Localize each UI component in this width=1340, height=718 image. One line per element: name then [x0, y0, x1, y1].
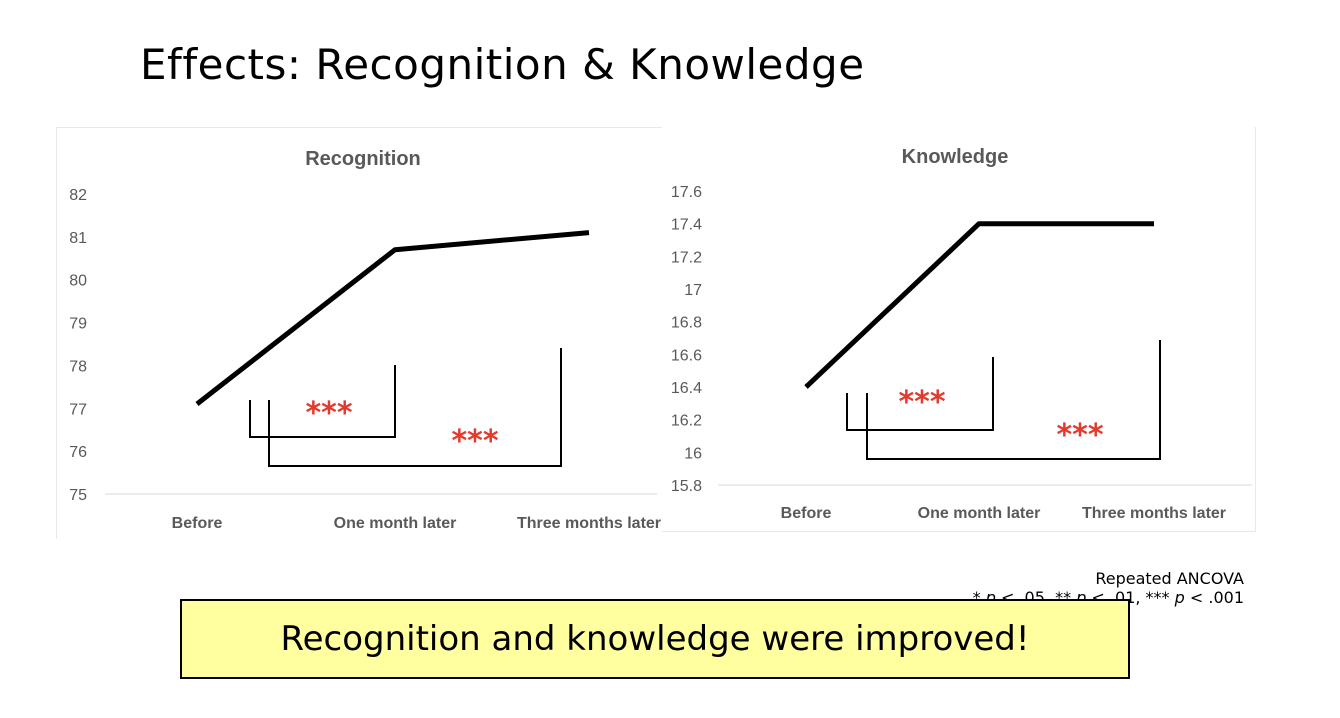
recognition-category-label: Three months later: [517, 515, 661, 532]
legend-p2: p: [1076, 588, 1087, 607]
recognition-category-label: Before: [172, 515, 223, 532]
knowledge-ytick-label: 17.2: [671, 249, 702, 266]
knowledge-category-label: Before: [781, 505, 832, 522]
recognition-chart-title: Recognition: [305, 148, 421, 170]
recognition-significance-bracket: [249, 365, 396, 438]
legend-star1: *: [972, 588, 986, 607]
legend-thr3: < .001: [1184, 588, 1244, 607]
knowledge-category-label: Three months later: [1082, 505, 1226, 522]
knowledge-ytick-label: 16.2: [671, 413, 702, 430]
recognition-ytick-label: 80: [69, 273, 87, 290]
recognition-significance-bracket: [268, 348, 562, 467]
recognition-category-label: One month later: [334, 515, 457, 532]
recognition-ytick-label: 75: [69, 487, 87, 504]
knowledge-significance-label: ***: [898, 385, 945, 420]
knowledge-ytick-label: 17: [684, 282, 702, 299]
slide-title: Effects: Recognition & Knowledge: [140, 40, 865, 89]
recognition-ytick-label: 78: [69, 358, 87, 375]
legend-p1: p: [985, 588, 996, 607]
legend-p3: p: [1174, 588, 1185, 607]
knowledge-ytick-label: 15.8: [671, 478, 702, 495]
knowledge-ytick-label: 16.6: [671, 347, 702, 364]
recognition-ytick-label: 82: [69, 187, 87, 204]
recognition-significance-label: ***: [305, 396, 352, 431]
recognition-chart: Recognition 75 76 77 78 79 80 81 82 Before One mon…: [69, 148, 661, 532]
stats-method: Repeated ANCOVA: [1095, 569, 1244, 588]
knowledge-ytick-label: 17.4: [671, 217, 702, 234]
knowledge-category-label: One month later: [918, 505, 1041, 522]
knowledge-chart-title: Knowledge: [902, 146, 1009, 168]
knowledge-significance-bracket: [846, 357, 994, 431]
legend-star3: ***: [1145, 588, 1175, 607]
knowledge-ytick-label: 16.8: [671, 315, 702, 332]
knowledge-chart: Knowledge 15.8 16 16.2 16.4 16.6 16.8 17 17.2 17.…: [671, 146, 1252, 522]
knowledge-ytick-label: 17.6: [671, 184, 702, 201]
knowledge-ytick-label: 16.4: [671, 380, 702, 397]
recognition-series-line: [195, 230, 590, 406]
knowledge-chart-panel: Knowledge 15.8 16 16.2 16.4 16.6 16.8 17 17.2 17.…: [662, 127, 1256, 532]
recognition-ytick-label: 77: [69, 401, 87, 418]
recognition-significance-label: ***: [451, 424, 498, 459]
conclusion-text: Recognition and knowledge were improved!: [280, 619, 1030, 659]
recognition-ytick-label: 81: [69, 230, 87, 247]
recognition-ytick-label: 79: [69, 316, 87, 333]
knowledge-ytick-label: 16: [684, 445, 702, 462]
recognition-chart-panel: Recognition 75 76 77 78 79 80 81 82 Before One mon…: [56, 127, 662, 539]
knowledge-series-line: [804, 221, 1154, 389]
knowledge-significance-label: ***: [1056, 418, 1103, 453]
recognition-ytick-label: 76: [69, 444, 87, 461]
conclusion-box: Recognition and knowledge were improved!: [180, 599, 1130, 679]
knowledge-significance-bracket: [866, 340, 1161, 460]
